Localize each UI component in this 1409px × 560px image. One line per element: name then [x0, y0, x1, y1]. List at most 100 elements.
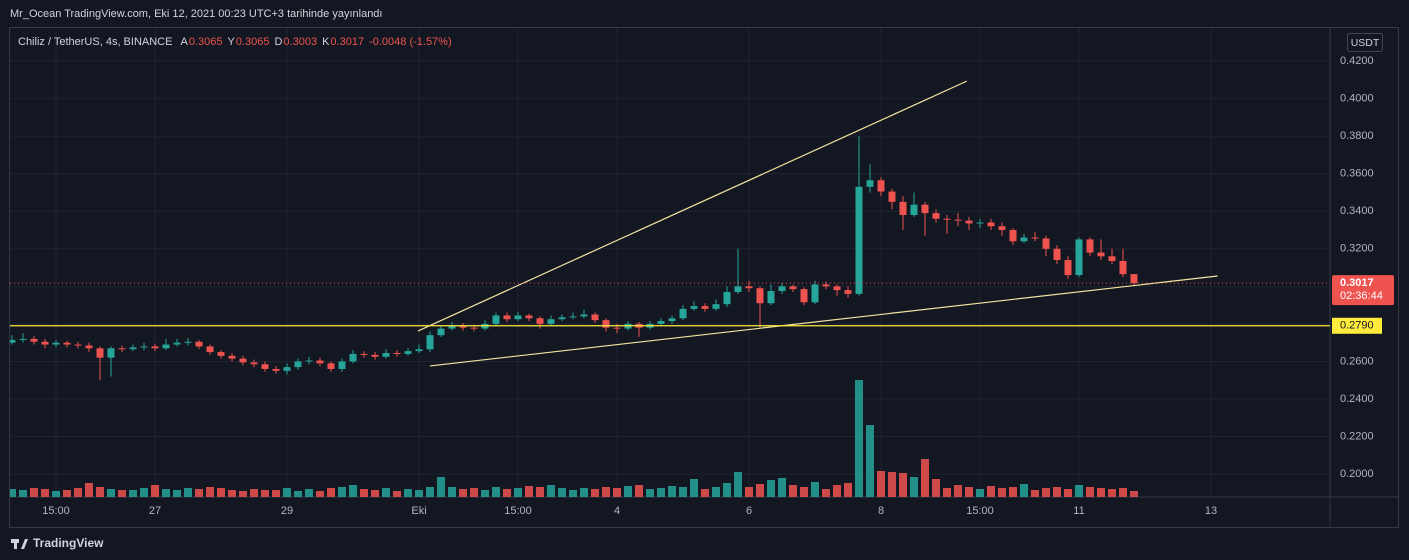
candle-body [910, 204, 918, 215]
candle-body [52, 342, 60, 345]
volume-bar [690, 479, 698, 497]
volume-bar [976, 489, 984, 497]
volume-bar [943, 488, 951, 497]
candle-body [426, 335, 434, 350]
volume-bar [844, 483, 852, 497]
candle-body [151, 346, 159, 349]
volume-bar [173, 490, 181, 497]
legend-key: Y [227, 36, 235, 48]
volume-bar [833, 485, 841, 497]
last-price: 0.3017 [1340, 277, 1374, 289]
brand: TradingView [33, 536, 104, 550]
volume-bar [987, 486, 995, 497]
currency-button[interactable] [1347, 33, 1383, 52]
candle-body [712, 304, 720, 309]
volume-bar [162, 489, 170, 497]
volume-bar [679, 487, 687, 497]
volume-bar [591, 489, 599, 497]
candle-body [404, 351, 412, 354]
candle-body [349, 353, 357, 362]
volume-bar [965, 487, 973, 497]
volume-bar [514, 488, 522, 497]
candle-body [437, 328, 445, 336]
volume-bar [327, 488, 335, 497]
trend-line [417, 80, 968, 332]
volume-bar [745, 487, 753, 497]
volume-bar [338, 487, 346, 497]
volume-bar [85, 483, 93, 497]
volume-bar [360, 489, 368, 497]
y-tick-label: 0.3200 [1340, 243, 1374, 255]
hline-label-box [1332, 317, 1382, 334]
volume-bar [63, 490, 71, 497]
candle-body [393, 352, 401, 354]
volume-bar [206, 487, 214, 497]
volume-bar [1042, 488, 1050, 497]
volume-bar [30, 488, 38, 497]
volume-bar [382, 488, 390, 497]
x-tick-label: 4 [614, 505, 620, 517]
volume-bar [734, 472, 742, 497]
candle-body [668, 318, 676, 322]
candle-body [547, 319, 555, 324]
volume-bar [866, 425, 874, 497]
candle-body [833, 286, 841, 291]
candle-body [998, 226, 1006, 231]
candle-body [448, 325, 456, 329]
candle-body [1020, 237, 1028, 242]
candle-body [85, 345, 93, 349]
volume-bar [217, 488, 225, 497]
volume-bar [426, 487, 434, 497]
volume-bar [503, 489, 511, 497]
candle-body [217, 352, 225, 356]
candle-body [250, 362, 258, 365]
candle-body [283, 367, 291, 371]
candle-body [327, 363, 335, 369]
y-tick-label: 0.3800 [1340, 130, 1374, 142]
volume-bar [756, 484, 764, 497]
candle-body [415, 349, 423, 352]
hline-label: 0.2790 [1340, 320, 1374, 332]
candle-body [536, 318, 544, 324]
candle-body [239, 358, 247, 363]
volume-bar [569, 490, 577, 497]
candle-body [129, 347, 137, 350]
candle-body [1031, 237, 1039, 239]
volume-bar [789, 485, 797, 497]
chart-title: Chiliz / TetherUS, 4s, BINANCE [18, 36, 172, 48]
x-tick-label: 11 [1073, 505, 1084, 517]
candle-body [371, 354, 379, 357]
volume-bar [316, 491, 324, 497]
candle-body [723, 291, 731, 305]
candle-body [338, 361, 346, 369]
candle-body [921, 204, 929, 214]
volume-bar [668, 486, 676, 497]
volume-bar [250, 489, 258, 497]
candle-body [503, 315, 511, 320]
candle-body [272, 368, 280, 371]
candle-body [580, 314, 588, 317]
candle-body [1119, 260, 1127, 275]
candle-body [701, 306, 709, 309]
x-tick-label: 15:00 [504, 505, 532, 517]
volume-bar [635, 485, 643, 497]
candle-body [74, 344, 82, 346]
candle-body [569, 316, 577, 318]
candle-body [1042, 238, 1050, 249]
brand-logo [11, 539, 28, 549]
volume-bar [547, 485, 555, 497]
volume-bar [195, 489, 203, 497]
volume-bar [899, 473, 907, 497]
volume-bar [305, 489, 313, 497]
candle-body [19, 338, 27, 340]
volume-bar [877, 471, 885, 497]
volume-bar [415, 490, 423, 497]
candle-body [206, 346, 214, 353]
legend-key: K [322, 36, 330, 48]
volume-bar [393, 491, 401, 497]
last-price-box [1332, 275, 1394, 306]
candle-body [877, 180, 885, 192]
candle-body [459, 325, 467, 328]
candle-body [96, 348, 104, 358]
volume-bar [646, 489, 654, 497]
